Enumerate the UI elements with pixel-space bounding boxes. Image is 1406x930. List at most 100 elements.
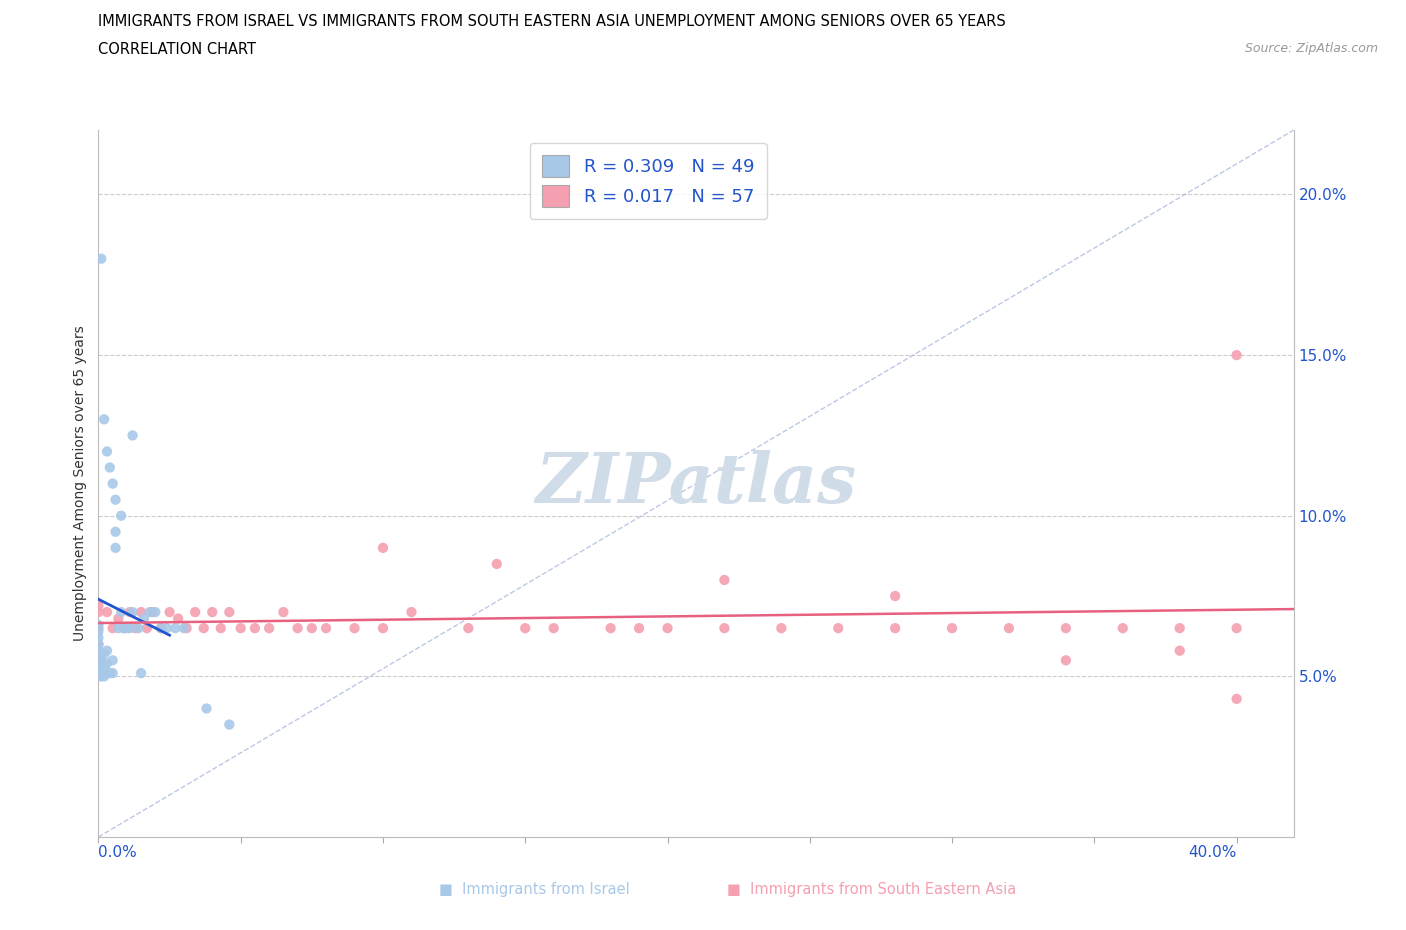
- Point: [138, 604, 160, 619]
- Point: [1168, 644, 1191, 658]
- Point: [87, 637, 110, 652]
- Legend: R = 0.309   N = 49, R = 0.017   N = 57: R = 0.309 N = 49, R = 0.017 N = 57: [530, 143, 766, 219]
- Point: [1054, 620, 1077, 635]
- Point: [87, 624, 110, 639]
- Point: [515, 620, 537, 635]
- Point: [104, 540, 127, 555]
- Point: [184, 604, 207, 619]
- Point: [96, 666, 118, 681]
- Point: [713, 573, 735, 588]
- Point: [121, 428, 143, 443]
- Text: ■  Immigrants from Israel: ■ Immigrants from Israel: [439, 883, 630, 897]
- Point: [401, 604, 423, 619]
- Point: [129, 604, 152, 619]
- Point: [96, 644, 118, 658]
- Point: [104, 492, 127, 507]
- Text: ZIPatlas: ZIPatlas: [536, 450, 856, 517]
- Point: [156, 620, 179, 635]
- Point: [87, 662, 110, 677]
- Point: [167, 611, 190, 626]
- Point: [129, 666, 152, 681]
- Point: [1226, 691, 1249, 706]
- Point: [371, 620, 394, 635]
- Point: [209, 620, 232, 635]
- Point: [93, 412, 115, 427]
- Point: [273, 604, 295, 619]
- Point: [107, 620, 129, 635]
- Point: [143, 604, 166, 619]
- Point: [150, 620, 173, 635]
- Point: [118, 604, 141, 619]
- Text: 40.0%: 40.0%: [1188, 845, 1237, 860]
- Text: ■  Immigrants from South Eastern Asia: ■ Immigrants from South Eastern Asia: [727, 883, 1017, 897]
- Point: [543, 620, 565, 635]
- Point: [87, 653, 110, 668]
- Point: [87, 618, 110, 632]
- Point: [315, 620, 337, 635]
- Text: CORRELATION CHART: CORRELATION CHART: [98, 42, 256, 57]
- Point: [657, 620, 679, 635]
- Point: [121, 604, 143, 619]
- Point: [127, 620, 149, 635]
- Point: [599, 620, 621, 635]
- Point: [287, 620, 309, 635]
- Text: 0.0%: 0.0%: [98, 845, 138, 860]
- Point: [96, 444, 118, 458]
- Point: [193, 620, 215, 635]
- Point: [1226, 348, 1249, 363]
- Point: [243, 620, 266, 635]
- Point: [371, 540, 394, 555]
- Point: [132, 611, 155, 626]
- Point: [87, 598, 110, 613]
- Point: [90, 251, 112, 266]
- Point: [112, 620, 135, 635]
- Point: [884, 589, 907, 604]
- Point: [87, 650, 110, 665]
- Point: [93, 669, 115, 684]
- Point: [87, 637, 110, 652]
- Point: [87, 659, 110, 674]
- Point: [173, 620, 195, 635]
- Point: [1226, 620, 1249, 635]
- Point: [201, 604, 224, 619]
- Point: [343, 620, 366, 635]
- Point: [141, 604, 163, 619]
- Point: [150, 620, 173, 635]
- Point: [101, 653, 124, 668]
- Point: [93, 659, 115, 674]
- Point: [87, 644, 110, 658]
- Point: [101, 666, 124, 681]
- Point: [90, 669, 112, 684]
- Point: [110, 604, 132, 619]
- Point: [124, 620, 146, 635]
- Point: [770, 620, 793, 635]
- Point: [87, 604, 110, 619]
- Point: [107, 611, 129, 626]
- Point: [941, 620, 963, 635]
- Point: [87, 669, 110, 684]
- Point: [884, 620, 907, 635]
- Point: [96, 604, 118, 619]
- Point: [87, 631, 110, 645]
- Text: Source: ZipAtlas.com: Source: ZipAtlas.com: [1244, 42, 1378, 55]
- Point: [165, 620, 187, 635]
- Point: [87, 653, 110, 668]
- Point: [218, 604, 240, 619]
- Point: [1112, 620, 1135, 635]
- Point: [118, 620, 141, 635]
- Point: [135, 620, 157, 635]
- Point: [101, 476, 124, 491]
- Point: [713, 620, 735, 635]
- Point: [1168, 620, 1191, 635]
- Point: [98, 666, 121, 681]
- Point: [457, 620, 479, 635]
- Point: [101, 620, 124, 635]
- Point: [176, 620, 198, 635]
- Point: [159, 604, 181, 619]
- Point: [90, 653, 112, 668]
- Point: [115, 620, 138, 635]
- Point: [485, 556, 508, 571]
- Point: [628, 620, 651, 635]
- Point: [112, 620, 135, 635]
- Point: [93, 646, 115, 661]
